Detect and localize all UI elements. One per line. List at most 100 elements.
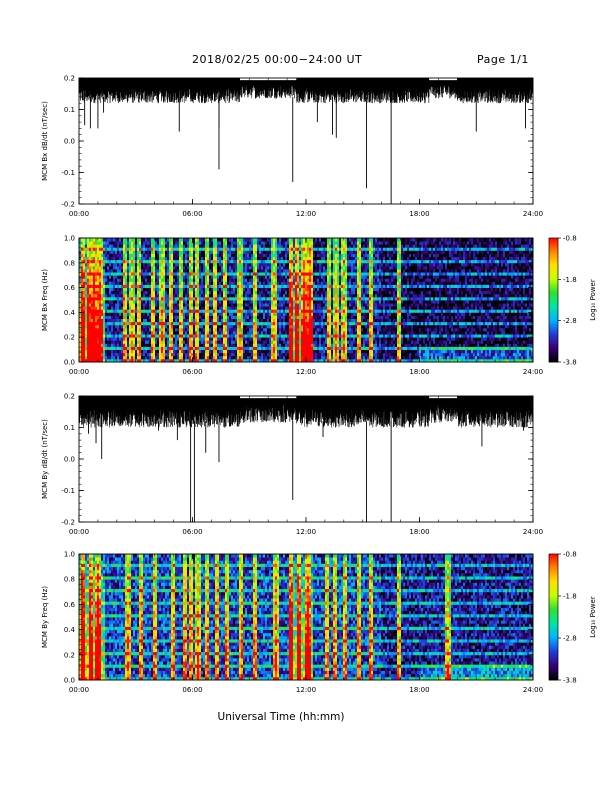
heat-cell: [101, 327, 104, 332]
heat-cell: [101, 346, 104, 350]
heat-cell: [95, 296, 98, 301]
heat-cell: [95, 340, 98, 344]
heat-cell: [143, 324, 146, 329]
heat-cell: [85, 241, 88, 245]
heat-cell: [125, 324, 128, 329]
heat-cell: [167, 324, 170, 329]
heat-cell: [153, 312, 156, 316]
heat-cell: [119, 346, 122, 350]
heat-cell: [151, 269, 154, 273]
heat-cell: [127, 256, 130, 261]
heat-cell: [129, 355, 132, 360]
heat-cell: [81, 296, 84, 301]
heat-cell: [79, 284, 82, 288]
heat-cell: [153, 334, 156, 338]
heat-cell: [89, 265, 92, 270]
heat-cell: [147, 303, 150, 307]
heat-cell: [125, 265, 128, 270]
heat-cell: [163, 238, 166, 242]
heat-cell: [119, 349, 122, 354]
heat-cell: [99, 331, 102, 335]
heat-cell: [167, 331, 170, 335]
heat-cell: [87, 275, 90, 279]
heat-cell: [151, 343, 154, 347]
heat-cell: [149, 269, 152, 273]
heat-cell: [167, 287, 170, 292]
heat-cell: [105, 287, 108, 292]
heat-cell: [111, 355, 114, 360]
heat-cell: [153, 343, 156, 347]
heat-cell: [125, 337, 128, 341]
heat-cell: [83, 238, 86, 242]
heat-cell: [79, 272, 82, 276]
heat-cell: [165, 272, 168, 276]
heat-cell: [95, 269, 98, 273]
heat-cell: [149, 296, 152, 301]
heat-cell: [99, 259, 102, 264]
heat-cell: [151, 318, 154, 323]
heat-cell: [123, 321, 126, 326]
heat-cell: [115, 296, 118, 301]
heat-cell: [111, 303, 114, 307]
heat-cell: [139, 262, 142, 267]
heat-cell: [165, 343, 168, 347]
heat-cell: [117, 312, 120, 316]
heat-cell: [101, 358, 104, 363]
heat-cell: [137, 327, 140, 332]
heat-cell: [167, 269, 170, 273]
heat-cell: [133, 259, 136, 264]
heat-cell: [143, 284, 146, 288]
heat-cell: [147, 321, 150, 326]
heat-cell: [143, 315, 146, 319]
heat-cell: [131, 349, 134, 354]
heat-cell: [165, 318, 168, 323]
heat-cell: [113, 303, 116, 307]
heat-cell: [101, 300, 104, 304]
heat-cell: [91, 346, 94, 350]
heat-cell: [155, 327, 158, 332]
heat-cell: [85, 238, 88, 242]
heat-cell: [165, 321, 168, 326]
heat-cell: [95, 315, 98, 319]
heat-cell: [109, 293, 112, 298]
heat-cell: [93, 247, 96, 251]
heat-cell: [135, 287, 138, 292]
heat-cell: [139, 349, 142, 354]
heat-cell: [169, 352, 172, 357]
heat-cell: [157, 352, 160, 357]
heat-cell: [125, 269, 128, 273]
heat-cell: [135, 244, 138, 248]
heat-cell: [165, 312, 168, 316]
heat-cell: [121, 293, 124, 298]
heat-cell: [97, 259, 100, 264]
heat-cell: [131, 253, 134, 257]
heat-cell: [109, 256, 112, 261]
heat-cell: [125, 315, 128, 319]
heat-cell: [153, 247, 156, 251]
heat-cell: [83, 241, 86, 245]
heat-cell: [81, 346, 84, 350]
heat-cell: [111, 269, 114, 273]
heat-cell: [119, 343, 122, 347]
heat-cell: [165, 287, 168, 292]
heat-cell: [89, 269, 92, 273]
heat-cell: [155, 340, 158, 344]
heat-cell: [137, 355, 140, 360]
heat-cell: [87, 346, 90, 350]
heat-cell: [93, 272, 96, 276]
heat-cell: [139, 309, 142, 313]
heat-cell: [165, 293, 168, 298]
heat-cell: [125, 241, 128, 245]
heat-cell: [83, 324, 86, 329]
heat-cell: [153, 358, 156, 363]
heat-cell: [111, 247, 114, 251]
heat-cell: [93, 309, 96, 313]
heat-cell: [149, 293, 152, 298]
heat-cell: [91, 269, 94, 273]
heat-cell: [123, 352, 126, 357]
heat-cell: [145, 358, 148, 363]
heat-cell: [141, 315, 144, 319]
heat-cell: [123, 238, 126, 242]
heat-cell: [149, 318, 152, 323]
heat-cell: [147, 300, 150, 304]
